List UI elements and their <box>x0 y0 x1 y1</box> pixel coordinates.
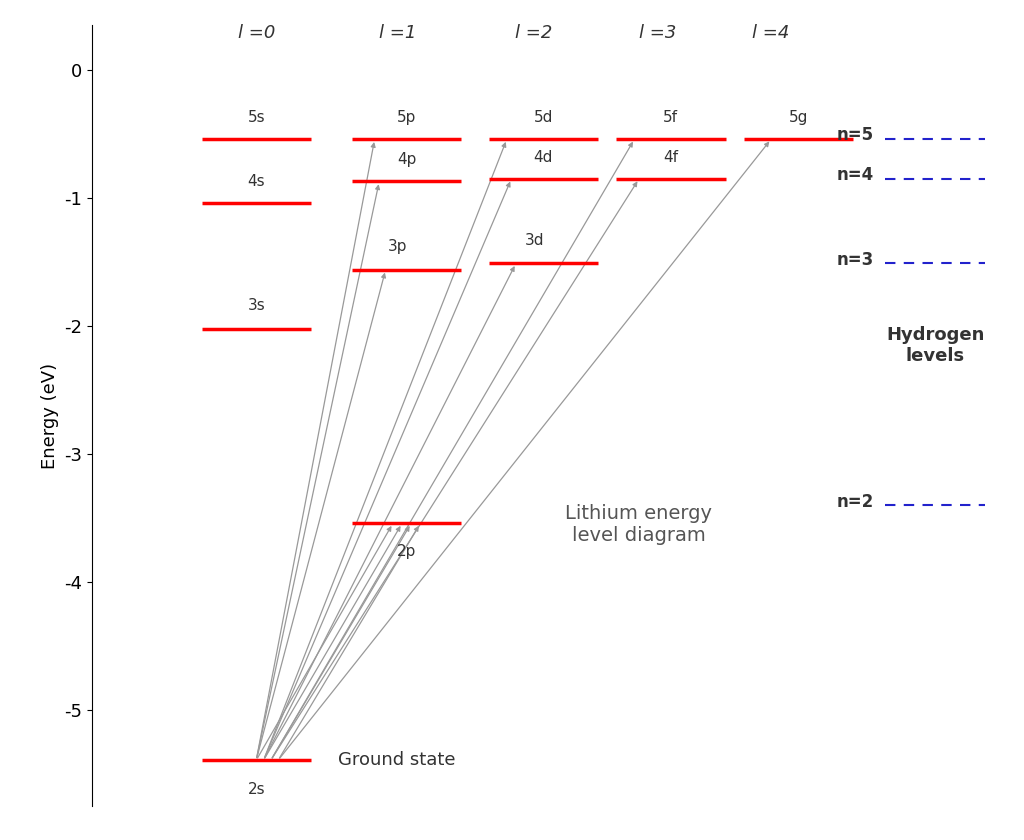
Text: l =3: l =3 <box>639 24 676 42</box>
Text: 4f: 4f <box>664 150 678 165</box>
Text: n=2: n=2 <box>837 492 874 511</box>
Text: n=5: n=5 <box>837 126 874 144</box>
Text: 5f: 5f <box>664 110 678 125</box>
Text: 5p: 5p <box>397 110 417 125</box>
Text: 2p: 2p <box>397 543 417 559</box>
Text: l =2: l =2 <box>515 24 553 42</box>
Text: l =0: l =0 <box>238 24 274 42</box>
Y-axis label: Energy (eV): Energy (eV) <box>41 363 59 469</box>
Text: 5g: 5g <box>788 110 808 125</box>
Text: n=3: n=3 <box>837 250 874 269</box>
Text: 4p: 4p <box>397 152 417 167</box>
Text: 4s: 4s <box>248 174 265 189</box>
Text: 5d: 5d <box>534 110 553 125</box>
Text: 3d: 3d <box>524 233 544 248</box>
Text: Lithium energy
level diagram: Lithium energy level diagram <box>565 504 713 545</box>
Text: l =1: l =1 <box>379 24 416 42</box>
Text: 2s: 2s <box>248 782 265 797</box>
Text: 5s: 5s <box>248 110 265 125</box>
Text: Ground state: Ground state <box>338 751 456 769</box>
Text: 4d: 4d <box>534 150 553 165</box>
Text: 3s: 3s <box>248 298 265 313</box>
Text: l =4: l =4 <box>753 24 790 42</box>
Text: 3p: 3p <box>388 239 408 255</box>
Text: Hydrogen
levels: Hydrogen levels <box>886 326 984 365</box>
Text: n=4: n=4 <box>837 166 874 184</box>
